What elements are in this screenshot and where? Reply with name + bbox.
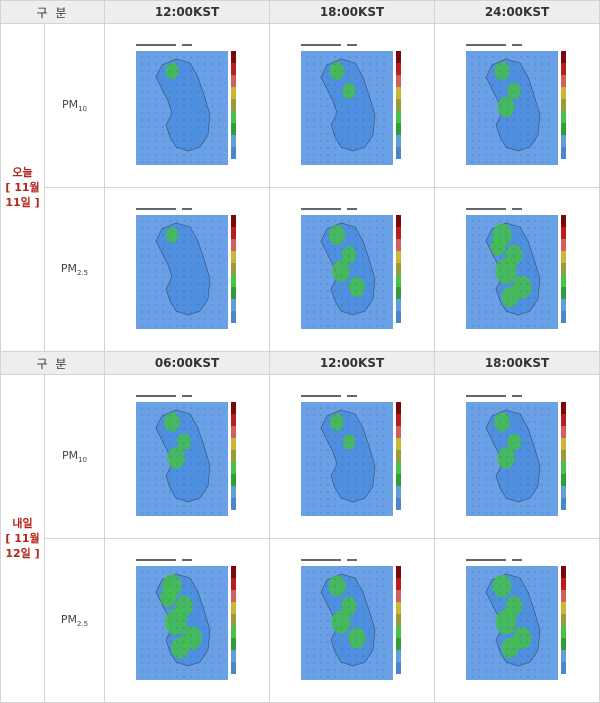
pm-text: PM [60, 612, 77, 626]
forecast-map-thumbnail[interactable] [132, 43, 242, 168]
day-label-today-3: 11일 ] [5, 196, 40, 209]
header-time-1: 06:00KST [104, 351, 270, 375]
header-time-2: 12:00KST [269, 351, 435, 375]
row-tomorrow-pm25: PM2.5 [1, 538, 600, 703]
map-cell [434, 187, 600, 352]
row-tomorrow-pm10: 내일 [ 11월 12일 ] PM10 [0, 374, 600, 703]
header-time-2: 18:00KST [269, 0, 435, 24]
pm-sub: 2.5 [76, 269, 89, 278]
map-cell [269, 23, 435, 188]
forecast-map-thumbnail[interactable] [297, 558, 407, 683]
day-label-tomorrow-1: 내일 [12, 517, 33, 530]
forecast-map-thumbnail[interactable] [132, 394, 242, 519]
forecast-map-thumbnail[interactable] [132, 558, 242, 683]
day-label-today-2: [ 11월 [5, 181, 40, 194]
day-label-today-1: 오늘 [12, 166, 33, 179]
map-cell [269, 538, 435, 703]
header-time-3: 24:00KST [434, 0, 600, 24]
map-cell [104, 187, 270, 352]
map-cell [269, 374, 435, 539]
map-cell [269, 187, 435, 352]
pm-sub: 2.5 [76, 620, 89, 629]
day-label-tomorrow-2: [ 11월 [5, 532, 40, 545]
pm-text: PM [60, 261, 77, 275]
header-time-1: 12:00KST [104, 0, 270, 24]
map-cell [434, 374, 600, 539]
map-cell [434, 23, 600, 188]
day-label-tomorrow: 내일 [ 11월 12일 ] [0, 374, 45, 703]
map-cell [104, 538, 270, 703]
pm25-label-today: PM2.5 [44, 187, 105, 352]
header-time-3: 18:00KST [434, 351, 600, 375]
pm-sub: 10 [78, 456, 88, 465]
header-category: 구 분 [0, 351, 105, 375]
header-category: 구 분 [0, 0, 105, 24]
forecast-map-thumbnail[interactable] [297, 43, 407, 168]
header-row-today: 구 분 12:00KST 18:00KST 24:00KST [0, 0, 600, 24]
pm-text: PM [61, 97, 79, 111]
pm10-label-tomorrow: PM10 [44, 374, 105, 539]
pm-text: PM [61, 448, 79, 462]
forecast-map-thumbnail[interactable] [462, 394, 572, 519]
day-label-tomorrow-3: 12일 ] [5, 547, 40, 560]
forecast-map-thumbnail[interactable] [132, 207, 242, 332]
map-cell [104, 374, 270, 539]
row-today-pm10: 오늘 [ 11월 11일 ] PM10 [0, 23, 600, 352]
forecast-map-thumbnail[interactable] [297, 394, 407, 519]
map-cell [434, 538, 600, 703]
forecast-map-thumbnail[interactable] [297, 207, 407, 332]
header-row-tomorrow: 구 분 06:00KST 12:00KST 18:00KST [0, 351, 600, 375]
map-cell [104, 23, 270, 188]
forecast-map-thumbnail[interactable] [462, 207, 572, 332]
pm25-label-tomorrow: PM2.5 [44, 538, 105, 703]
forecast-map-thumbnail[interactable] [462, 43, 572, 168]
pm10-label-today: PM10 [44, 23, 105, 188]
forecast-map-thumbnail[interactable] [462, 558, 572, 683]
day-label-today: 오늘 [ 11월 11일 ] [0, 23, 45, 352]
pm-sub: 10 [78, 105, 88, 114]
row-today-pm25: PM2.5 [1, 187, 600, 352]
